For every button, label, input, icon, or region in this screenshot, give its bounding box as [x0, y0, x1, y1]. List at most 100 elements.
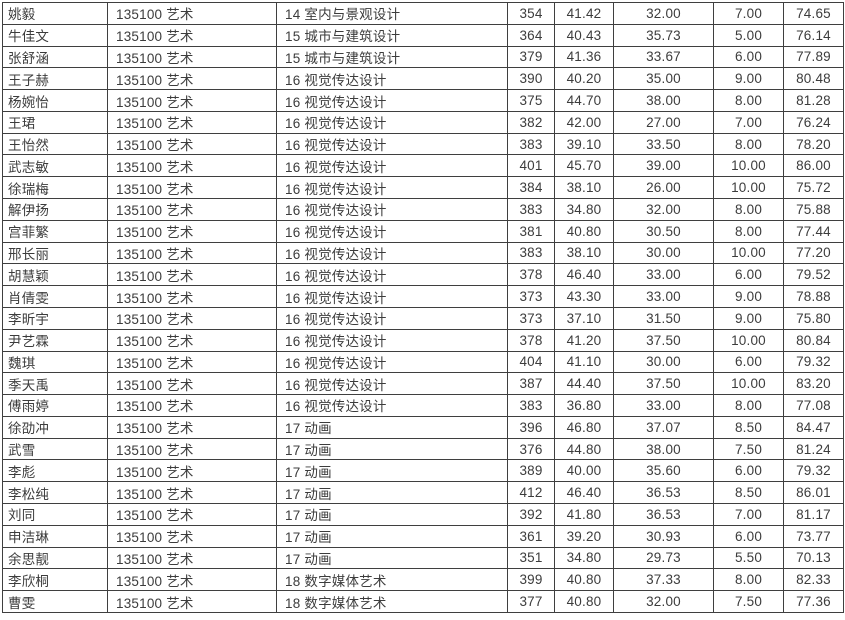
table-row: 申洁琳 135100 艺术 17 动画 361 39.20 30.93 6.00 73.77	[2, 524, 844, 548]
cell-score-1: 361	[507, 524, 555, 548]
cell-score-4: 5.00	[713, 23, 784, 47]
cell-score-2: 44.40	[554, 372, 614, 396]
cell-score-3: 37.33	[613, 568, 714, 592]
cell-program-code: 135100 艺术	[107, 45, 277, 69]
cell-score-2: 40.20	[554, 67, 614, 91]
cell-score-4: 8.00	[713, 219, 784, 243]
cell-program-code: 135100 艺术	[107, 241, 277, 265]
cell-student-name: 季天禹	[2, 372, 108, 396]
cell-score-3: 39.00	[613, 154, 714, 178]
cell-student-name: 李昕宇	[2, 306, 108, 330]
cell-score-3: 26.00	[613, 176, 714, 200]
cell-student-name: 武志敏	[2, 154, 108, 178]
cell-score-4: 7.50	[713, 437, 784, 461]
cell-score-1: 384	[507, 176, 555, 200]
cell-score-2: 44.80	[554, 437, 614, 461]
cell-score-1: 392	[507, 502, 555, 526]
cell-score-3: 37.07	[613, 415, 714, 439]
cell-total-score: 82.33	[783, 568, 844, 592]
cell-student-name: 杨婉怡	[2, 89, 108, 112]
cell-program-code: 135100 艺术	[107, 23, 277, 47]
cell-score-3: 36.53	[613, 502, 714, 526]
cell-score-1: 379	[507, 45, 555, 69]
cell-score-3: 29.73	[613, 546, 714, 570]
table-row: 张舒涵 135100 艺术 15 城市与建筑设计 379 41.36 33.67 6.00 7…	[2, 45, 844, 69]
cell-research-direction: 18 数字媒体艺术	[276, 590, 508, 613]
cell-student-name: 李松纯	[2, 481, 108, 504]
cell-score-1: 404	[507, 350, 555, 374]
cell-research-direction: 16 视觉传达设计	[276, 219, 508, 243]
table-row: 余思靓 135100 艺术 17 动画 351 34.80 29.73 5.50 70.13	[2, 546, 844, 570]
cell-score-1: 401	[507, 154, 555, 178]
cell-score-4: 10.00	[713, 372, 784, 396]
cell-score-4: 8.00	[713, 132, 784, 156]
cell-score-3: 32.00	[613, 590, 714, 613]
cell-total-score: 77.44	[783, 219, 844, 243]
cell-total-score: 80.84	[783, 328, 844, 352]
table-row: 宫菲繁 135100 艺术 16 视觉传达设计 381 40.80 30.50 8.00 77…	[2, 219, 844, 243]
cell-score-4: 8.00	[713, 568, 784, 592]
cell-score-2: 42.00	[554, 110, 614, 134]
cell-research-direction: 18 数字媒体艺术	[276, 568, 508, 592]
cell-research-direction: 17 动画	[276, 437, 508, 461]
cell-research-direction: 17 动画	[276, 459, 508, 483]
cell-total-score: 81.28	[783, 89, 844, 112]
cell-program-code: 135100 艺术	[107, 394, 277, 417]
cell-student-name: 徐瑞梅	[2, 176, 108, 200]
cell-student-name: 李欣桐	[2, 568, 108, 592]
table-row: 李欣桐 135100 艺术 18 数字媒体艺术 399 40.80 37.33 8.00 82…	[2, 568, 844, 592]
table-row: 王珺 135100 艺术 16 视觉传达设计 382 42.00 27.00 7.00 76.…	[2, 110, 844, 134]
cell-score-4: 5.50	[713, 546, 784, 570]
cell-total-score: 78.88	[783, 285, 844, 308]
cell-score-2: 36.80	[554, 394, 614, 417]
cell-score-2: 39.20	[554, 524, 614, 548]
cell-research-direction: 16 视觉传达设计	[276, 132, 508, 156]
cell-total-score: 84.47	[783, 415, 844, 439]
cell-student-name: 牛佳文	[2, 23, 108, 47]
table-row: 李彪 135100 艺术 17 动画 389 40.00 35.60 6.00 79.32	[2, 459, 844, 483]
table-row: 武雪 135100 艺术 17 动画 376 44.80 38.00 7.50 81.24	[2, 437, 844, 461]
cell-score-4: 9.00	[713, 67, 784, 91]
cell-total-score: 75.80	[783, 306, 844, 330]
cell-score-1: 376	[507, 437, 555, 461]
cell-score-1: 383	[507, 241, 555, 265]
cell-student-name: 解伊扬	[2, 198, 108, 221]
cell-total-score: 79.32	[783, 350, 844, 374]
cell-program-code: 135100 艺术	[107, 67, 277, 91]
cell-score-4: 8.00	[713, 89, 784, 112]
cell-score-2: 46.40	[554, 481, 614, 504]
cell-score-4: 10.00	[713, 176, 784, 200]
cell-score-2: 46.80	[554, 415, 614, 439]
table-row: 徐瑞梅 135100 艺术 16 视觉传达设计 384 38.10 26.00 10.00 7…	[2, 176, 844, 200]
cell-score-1: 375	[507, 89, 555, 112]
cell-score-1: 383	[507, 198, 555, 221]
cell-student-name: 曹雯	[2, 590, 108, 613]
cell-score-3: 33.00	[613, 394, 714, 417]
cell-program-code: 135100 艺术	[107, 219, 277, 243]
cell-score-1: 381	[507, 219, 555, 243]
table-row: 王子赫 135100 艺术 16 视觉传达设计 390 40.20 35.00 9.00 80…	[2, 67, 844, 91]
cell-research-direction: 16 视觉传达设计	[276, 89, 508, 112]
cell-research-direction: 16 视觉传达设计	[276, 306, 508, 330]
cell-student-name: 申洁琳	[2, 524, 108, 548]
cell-total-score: 77.20	[783, 241, 844, 265]
cell-score-2: 40.00	[554, 459, 614, 483]
cell-score-1: 383	[507, 394, 555, 417]
table-row: 肖倩雯 135100 艺术 16 视觉传达设计 373 43.30 33.00 9.00 78…	[2, 285, 844, 308]
table-row: 李昕宇 135100 艺术 16 视觉传达设计 373 37.10 31.50 9.00 75…	[2, 306, 844, 330]
cell-score-4: 6.00	[713, 524, 784, 548]
cell-score-1: 396	[507, 415, 555, 439]
cell-score-3: 31.50	[613, 306, 714, 330]
table-row: 解伊扬 135100 艺术 16 视觉传达设计 383 34.80 32.00 8.00 75…	[2, 198, 844, 221]
table-row: 曹雯 135100 艺术 18 数字媒体艺术 377 40.80 32.00 7.50 77.…	[2, 590, 844, 613]
cell-program-code: 135100 艺术	[107, 154, 277, 178]
cell-score-3: 38.00	[613, 437, 714, 461]
cell-score-2: 41.20	[554, 328, 614, 352]
cell-program-code: 135100 艺术	[107, 328, 277, 352]
cell-score-3: 35.73	[613, 23, 714, 47]
cell-score-1: 354	[507, 2, 555, 25]
cell-score-4: 6.00	[713, 350, 784, 374]
cell-total-score: 77.08	[783, 394, 844, 417]
cell-student-name: 王珺	[2, 110, 108, 134]
